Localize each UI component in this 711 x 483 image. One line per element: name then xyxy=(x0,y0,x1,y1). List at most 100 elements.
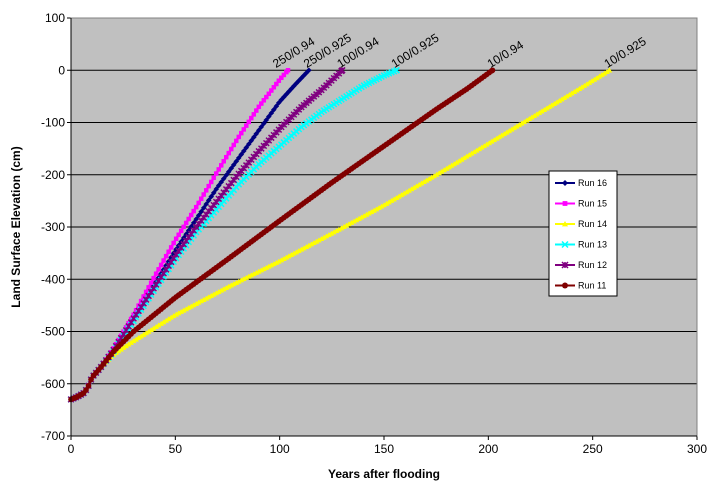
data-point xyxy=(562,282,568,289)
data-point xyxy=(281,94,287,100)
data-point xyxy=(501,131,507,137)
data-point xyxy=(223,172,230,178)
data-point xyxy=(286,88,292,95)
data-point xyxy=(205,197,212,204)
data-point xyxy=(245,141,252,147)
data-point xyxy=(291,83,297,89)
data-point xyxy=(220,286,227,292)
data-point xyxy=(141,294,146,299)
series-run-11 xyxy=(68,67,496,403)
data-point xyxy=(493,135,500,141)
data-point xyxy=(513,123,520,129)
data-point xyxy=(388,197,395,203)
data-point xyxy=(188,212,194,218)
data-point xyxy=(368,209,375,215)
data-point xyxy=(170,313,177,319)
data-point xyxy=(276,258,282,264)
data-point xyxy=(238,151,245,158)
data-point xyxy=(183,231,189,238)
data-point xyxy=(288,85,295,92)
data-point xyxy=(343,222,350,228)
y-tick-label: -200 xyxy=(41,168,65,182)
data-point xyxy=(181,224,186,230)
data-point xyxy=(336,226,342,232)
data-point xyxy=(273,103,280,109)
data-point xyxy=(543,105,550,111)
data-point xyxy=(491,137,497,143)
y-tick-label: -500 xyxy=(41,325,65,339)
data-point xyxy=(250,134,257,141)
legend-label: Run 16 xyxy=(578,178,607,188)
data-point xyxy=(601,70,608,76)
data-point xyxy=(125,341,132,347)
data-point xyxy=(301,245,307,251)
data-point xyxy=(165,316,172,322)
data-point xyxy=(151,275,156,281)
data-point xyxy=(213,171,219,176)
y-tick-label: 0 xyxy=(58,63,65,77)
data-point xyxy=(120,344,127,350)
data-point xyxy=(271,85,277,90)
data-point xyxy=(256,127,262,134)
data-point xyxy=(278,257,285,263)
data-point xyxy=(579,84,585,90)
data-point xyxy=(118,346,124,352)
data-point xyxy=(586,79,593,85)
data-point xyxy=(229,146,234,152)
data-point xyxy=(160,319,167,325)
data-point xyxy=(461,155,467,161)
data-point xyxy=(163,317,169,323)
data-point xyxy=(248,137,255,144)
data-point xyxy=(348,219,355,225)
data-point xyxy=(138,333,144,339)
data-point xyxy=(210,291,217,297)
data-point xyxy=(353,217,360,223)
data-point xyxy=(328,230,335,236)
data-point xyxy=(401,190,407,196)
data-point xyxy=(268,110,275,116)
data-point xyxy=(298,246,305,252)
data-point xyxy=(213,290,220,296)
data-point xyxy=(366,210,372,216)
data-point xyxy=(178,228,184,234)
data-point xyxy=(481,143,487,149)
data-point xyxy=(208,292,215,298)
data-point xyxy=(433,171,440,177)
data-point xyxy=(173,311,179,317)
data-point xyxy=(396,193,402,199)
data-point xyxy=(413,183,420,189)
data-point xyxy=(533,111,540,117)
data-point xyxy=(130,338,137,344)
data-point xyxy=(574,87,580,93)
data-point xyxy=(441,167,447,173)
data-point xyxy=(351,218,357,224)
legend: Run 16 Run 15 Run 14 Run 13 Run 12 Run 11 xyxy=(548,170,618,297)
data-point xyxy=(589,78,595,84)
data-point xyxy=(308,241,315,247)
data-point xyxy=(279,75,284,81)
data-point xyxy=(398,192,405,198)
data-point xyxy=(303,243,310,250)
data-point xyxy=(220,175,227,182)
legend-label: Run 15 xyxy=(578,199,607,209)
legend-entry: Run 16 xyxy=(555,178,607,188)
y-tick-label: -400 xyxy=(41,272,65,286)
data-point xyxy=(561,94,568,100)
data-point xyxy=(341,223,347,229)
data-point xyxy=(196,200,201,206)
data-point xyxy=(208,179,214,185)
data-point xyxy=(576,85,583,91)
data-point xyxy=(468,150,475,156)
data-point xyxy=(198,196,204,201)
y-tick-label: -700 xyxy=(41,429,65,443)
data-point xyxy=(230,162,237,168)
data-point xyxy=(123,343,129,349)
data-point xyxy=(186,216,191,222)
data-point xyxy=(176,232,181,238)
data-point xyxy=(333,227,340,234)
data-point xyxy=(168,314,174,320)
data-point xyxy=(281,72,287,78)
y-tick-label: 100 xyxy=(45,11,65,25)
data-point xyxy=(463,153,470,159)
